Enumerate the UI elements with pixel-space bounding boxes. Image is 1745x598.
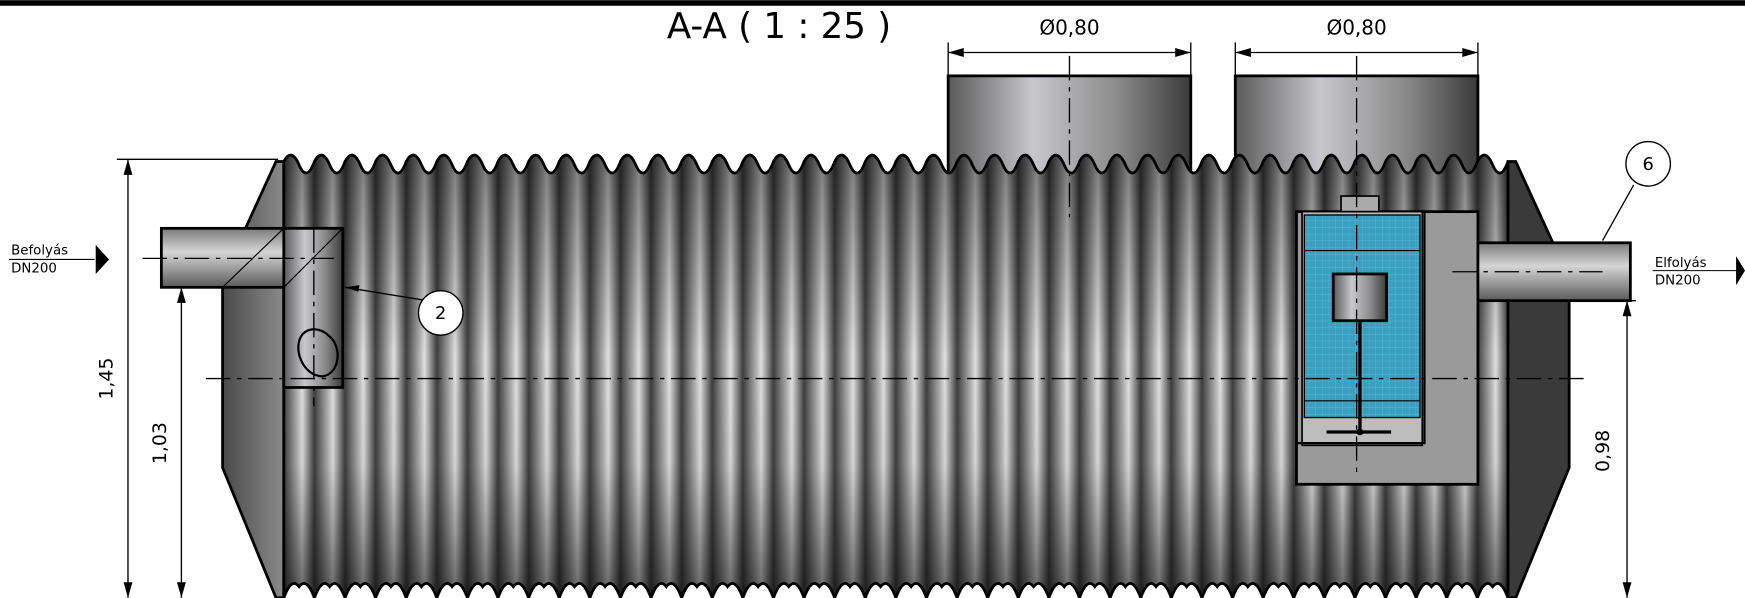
dimension-lines: [8, 42, 1745, 598]
frame-bar: [0, 0, 1745, 6]
center-lines: [142, 55, 1603, 479]
end-cap: [1506, 160, 1571, 598]
section-title: A-A ( 1 : 25 ): [667, 6, 891, 47]
callout-number: 6: [1643, 154, 1654, 175]
tank-body: [282, 153, 1510, 598]
height-dimension: 1,45: [95, 358, 117, 400]
filter-unit: [1295, 195, 1480, 486]
diameter-label: Ø0,80: [1326, 16, 1386, 40]
callout-number: 2: [435, 303, 446, 324]
inlet-size: DN200: [11, 261, 57, 276]
inlet-height-dimension: 1,03: [149, 422, 171, 464]
outlet-size: DN200: [1655, 274, 1701, 289]
outlet-height-dimension: 0,98: [1592, 430, 1614, 472]
outlet-label: Elfolyás: [1655, 255, 1707, 271]
diameter-label: Ø0,80: [1039, 16, 1099, 40]
inlet-label: Befolyás: [11, 243, 68, 259]
